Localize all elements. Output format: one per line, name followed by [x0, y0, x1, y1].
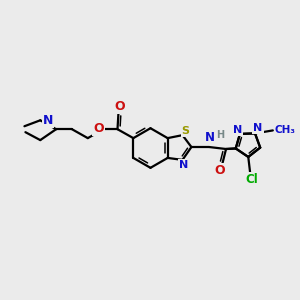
- Text: H: H: [216, 130, 224, 140]
- Text: S: S: [182, 126, 190, 136]
- Text: N: N: [233, 125, 242, 135]
- Text: O: O: [215, 164, 225, 177]
- Text: N: N: [43, 114, 53, 127]
- Text: O: O: [114, 100, 125, 113]
- Text: N: N: [254, 123, 262, 134]
- Text: N: N: [179, 160, 188, 170]
- Text: Cl: Cl: [246, 173, 259, 186]
- Text: O: O: [93, 122, 104, 135]
- Text: CH₃: CH₃: [275, 125, 296, 135]
- Text: N: N: [205, 131, 215, 144]
